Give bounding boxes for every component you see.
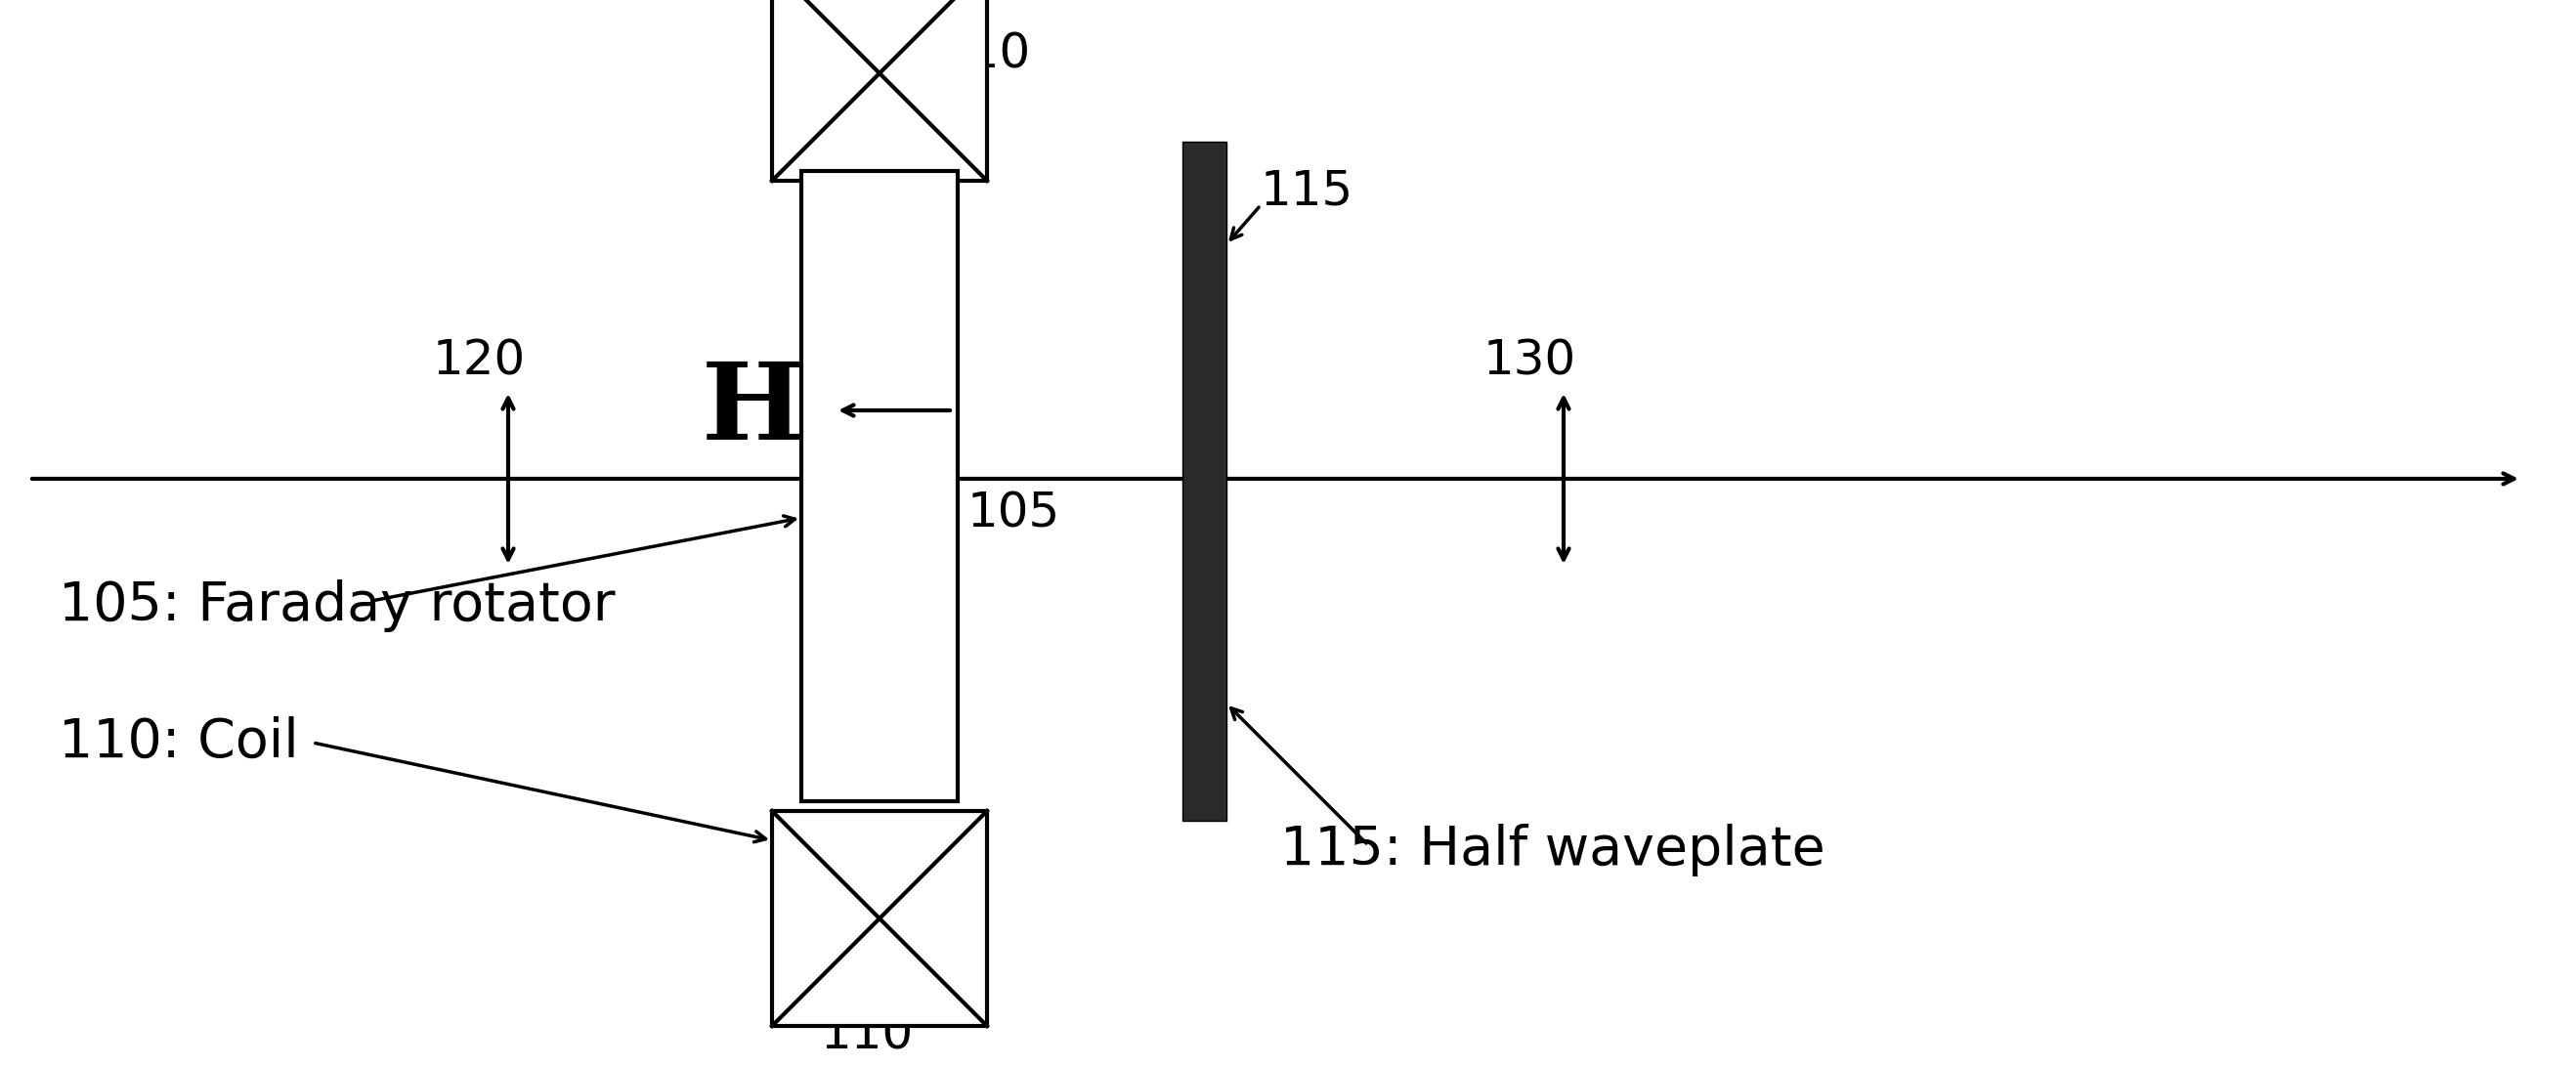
Text: 110: 110: [938, 30, 1030, 77]
Text: H: H: [701, 359, 804, 463]
Bar: [773, 811, 987, 1026]
Text: 110: Coil: 110: Coil: [59, 716, 299, 769]
Text: 130: 130: [1484, 338, 1577, 385]
Bar: [1182, 142, 1226, 821]
Text: 120: 120: [433, 338, 526, 385]
Text: 115: 115: [1260, 168, 1355, 214]
Text: 105: 105: [969, 490, 1061, 537]
Text: 115: Half waveplate: 115: Half waveplate: [1280, 824, 1826, 876]
Text: 110: 110: [822, 1013, 914, 1060]
Bar: [773, 0, 987, 180]
Text: 105: Faraday rotator: 105: Faraday rotator: [59, 579, 616, 632]
Bar: [801, 171, 958, 801]
